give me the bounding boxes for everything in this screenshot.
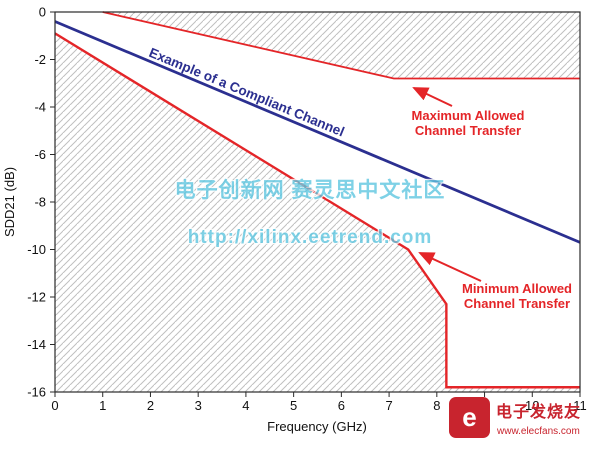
series-group: [54, 11, 581, 389]
x-tick-label: 2: [147, 398, 154, 413]
x-tick-label: 7: [385, 398, 392, 413]
x-tick-label: 4: [242, 398, 249, 413]
x-tick-label: 3: [195, 398, 202, 413]
y-tick-label: -14: [27, 337, 46, 352]
x-tick-label: 11: [573, 398, 587, 413]
allowed-corridor-region: [55, 12, 580, 388]
y-tick-label: -12: [27, 290, 46, 305]
elecfans-logo-glyph-icon: e: [462, 402, 476, 432]
x-tick-label: 6: [338, 398, 345, 413]
x-tick-label: 1: [99, 398, 106, 413]
min-annotation-line1: Minimum Allowed: [462, 281, 572, 296]
elecfans-logo: e 电子发烧友 www.elecfans.com: [449, 397, 581, 438]
example-line: [54, 20, 581, 244]
y-tick-label: -2: [34, 52, 46, 67]
y-tick-label: -10: [27, 242, 46, 257]
y-tick-label: -6: [34, 147, 46, 162]
x-tick-label: 10: [525, 398, 539, 413]
x-tick-label: 0: [51, 398, 58, 413]
max-annotation-line2: Channel Transfer: [415, 123, 521, 138]
max-annotation-arrow: [412, 87, 453, 107]
y-axis-title: SDD21 (dB): [2, 167, 17, 237]
elecfans-logo-url: www.elecfans.com: [496, 426, 580, 437]
x-tick-label: 8: [433, 398, 440, 413]
y-tick-label: -8: [34, 195, 46, 210]
elecfans-logo-box: [449, 397, 490, 438]
min-annotation-arrow: [418, 252, 482, 282]
elecfans-logo-name: 电子发烧友: [496, 402, 581, 421]
x-axis-title: Frequency (GHz): [267, 419, 367, 434]
min-annotation-line2: Channel Transfer: [464, 296, 570, 311]
x-tick-label: 5: [290, 398, 297, 413]
y-tick-label: -16: [27, 385, 46, 400]
min-line: [54, 32, 580, 389]
watermark-text-line1: 电子创新网 赛灵思中文社区: [175, 178, 446, 202]
y-tick-label: 0: [39, 5, 46, 20]
watermark-text-line2: http://xilinx.eetrend.com: [188, 227, 433, 248]
max-annotation-line1: Maximum Allowed: [412, 108, 525, 123]
y-tick-label: -4: [34, 100, 46, 115]
max-line: [102, 11, 580, 80]
